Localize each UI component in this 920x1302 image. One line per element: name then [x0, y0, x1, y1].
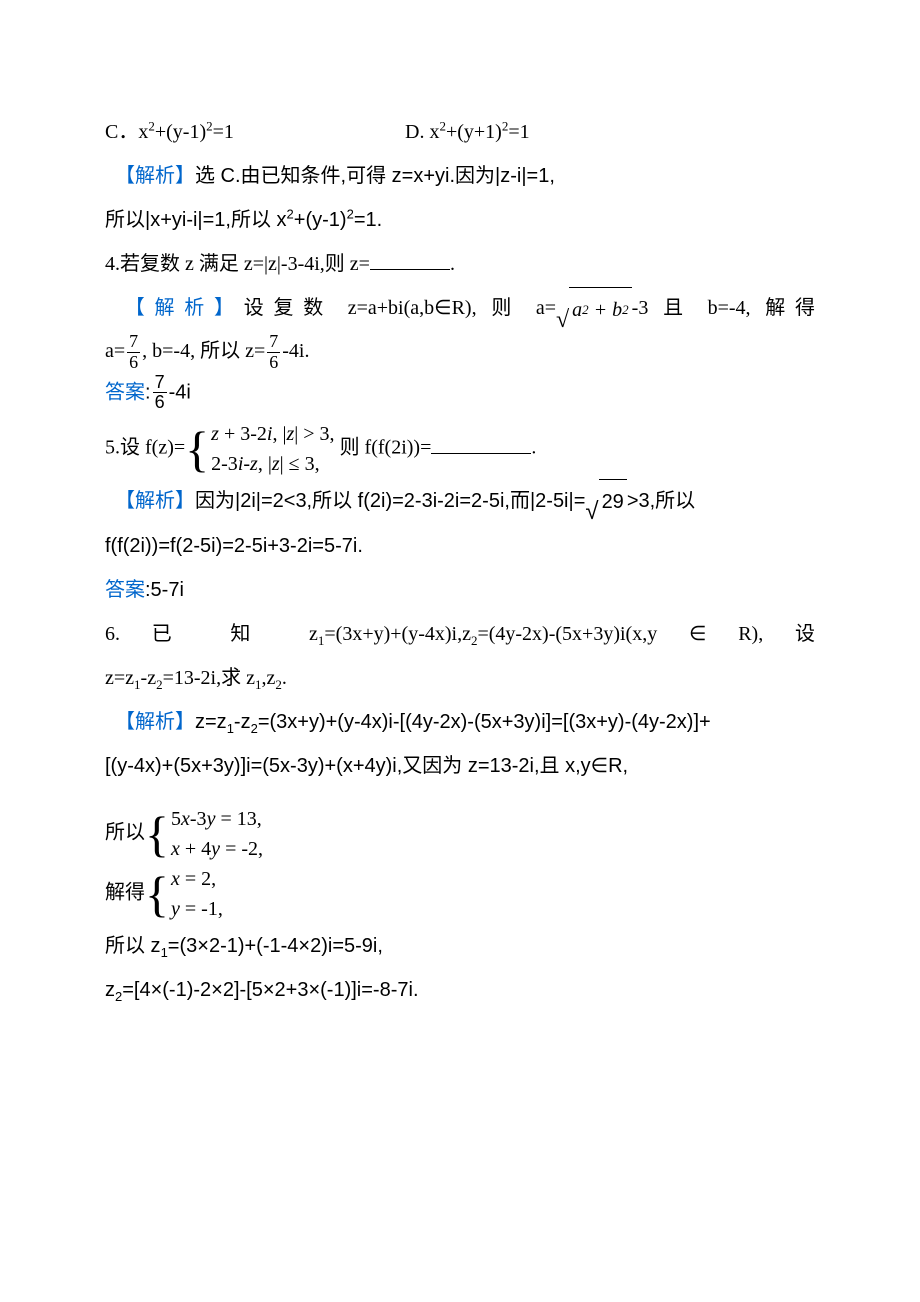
q3-options-row: C．x2+(y-1)2=1 D. x2+(y+1)2=1: [105, 110, 815, 154]
q6-stem-line1: 6. 已 知 z1=(3x+y)+(y-4x)i,z2=(4y-2x)-(5x+…: [105, 612, 815, 656]
q3-solution-line2: 所以|x+yi-i|=1,所以 x2+(y-1)2=1.: [105, 198, 815, 242]
page: C．x2+(y-1)2=1 D. x2+(y+1)2=1 【解析】选 C.由已知…: [0, 0, 920, 1302]
q3-solution-line1: 【解析】选 C.由已知条件,可得 z=x+yi.因为|z-i|=1,: [105, 154, 815, 198]
piecewise: {z + 3-2i, |z| > 3,2-3i-z, |z| ≤ 3,: [185, 419, 334, 479]
system-brace: {5x-3y = 13,x + 4y = -2,: [145, 804, 263, 864]
q3-option-d: D. x2+(y+1)2=1: [405, 110, 530, 154]
blank: [431, 433, 531, 454]
q6-stem-line2: z=z1-z2=13-2i,求 z1,z2.: [105, 656, 815, 700]
jiexi-label: 【解析】: [135, 297, 244, 319]
q4-stem: 4.若复数 z 满足 z=|z|-3-4i,则 z=.: [105, 242, 815, 286]
blank: [370, 249, 450, 270]
q4-solution-line2: a=76, b=-4, 所以 z=76-4i.: [105, 332, 815, 373]
q6-solution-line2: [(y-4x)+(5x+3y)]i=(5x-3y)+(x+4y)i,又因为 z=…: [105, 744, 815, 788]
answer-label: 答案: [105, 381, 145, 403]
jiexi-label: 【解析】: [125, 490, 195, 512]
q6-z1: 所以 z1=(3×2-1)+(-1-4×2)i=5-9i,: [105, 924, 815, 968]
q5-stem: 5.设 f(z)={z + 3-2i, |z| > 3,2-3i-z, |z| …: [105, 419, 815, 479]
jiexi-label: 【解析】: [125, 711, 195, 733]
fraction: 76: [153, 373, 167, 414]
fraction: 76: [267, 332, 280, 373]
jiexi-label: 【解析】: [125, 165, 195, 187]
q6-result: 解得{x = 2,y = -1,: [105, 864, 815, 924]
q5-answer: 答案:5-7i: [105, 568, 815, 612]
sqrt: √29: [585, 479, 626, 524]
q5-solution-line1: 【解析】因为|2i|=2<3,所以 f(2i)=2-3i-2i=2-5i,而|2…: [105, 479, 815, 524]
answer-label: 答案: [105, 579, 145, 601]
q3-option-c: C．x2+(y-1)2=1: [105, 110, 405, 154]
fraction: 76: [127, 332, 140, 373]
q6-z2: z2=[4×(-1)-2×2]-[5×2+3×(-1)]i=-8-7i.: [105, 968, 815, 1012]
q5-solution-line2: f(f(2i))=f(2-5i)=2-5i+3-2i=5-7i.: [105, 524, 815, 568]
result-brace: {x = 2,y = -1,: [145, 864, 223, 924]
q4-solution-line1: 【解析】设复数 z=a+bi(a,b∈R), 则 a=√a2 + b2-3 且 …: [105, 286, 815, 332]
q4-answer: 答案:76-4i: [105, 373, 815, 414]
sqrt: √a2 + b2: [556, 287, 632, 332]
q6-solution-line1: 【解析】z=z1-z2=(3x+y)+(y-4x)i-[(4y-2x)-(5x+…: [105, 700, 815, 744]
q6-system: 所以{5x-3y = 13,x + 4y = -2,: [105, 804, 815, 864]
